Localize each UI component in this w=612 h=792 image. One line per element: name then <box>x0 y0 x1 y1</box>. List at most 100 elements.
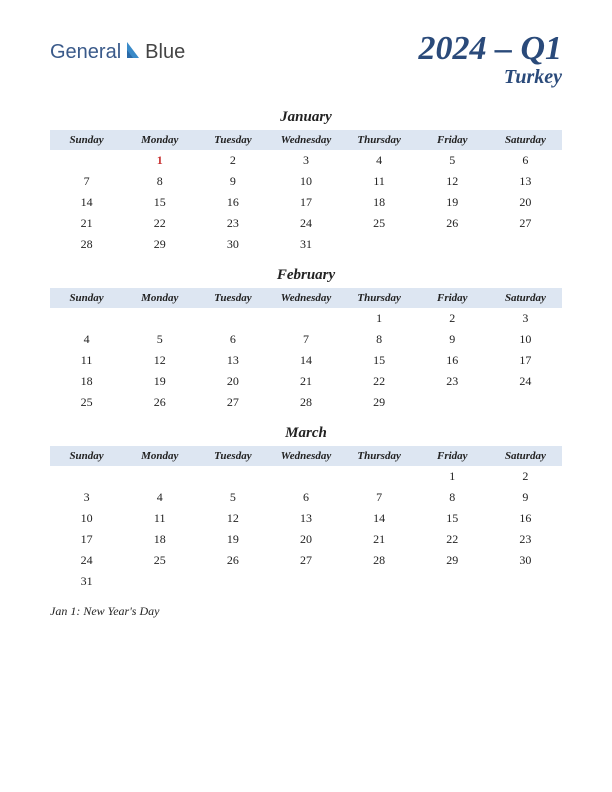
calendar-cell: 19 <box>416 192 489 213</box>
calendar-cell: 5 <box>416 150 489 171</box>
calendar-cell: 12 <box>123 350 196 371</box>
calendar-cell: 11 <box>50 350 123 371</box>
calendar-cell <box>123 308 196 329</box>
day-header: Monday <box>123 130 196 150</box>
day-header: Thursday <box>343 446 416 466</box>
calendar-row: 31 <box>50 571 562 592</box>
day-header: Sunday <box>50 288 123 308</box>
month-block: January SundayMondayTuesdayWednesdayThurs… <box>50 109 562 255</box>
calendar-cell: 30 <box>196 234 269 255</box>
calendar-cell: 16 <box>489 508 562 529</box>
day-header: Tuesday <box>196 288 269 308</box>
title-sub: Turkey <box>418 66 562 89</box>
calendars-container: JanuarySundayMondayTuesdayWednesdayThurs… <box>50 109 562 592</box>
day-header: Friday <box>416 130 489 150</box>
calendar-cell: 19 <box>123 371 196 392</box>
day-header: Thursday <box>343 130 416 150</box>
calendar-cell: 18 <box>343 192 416 213</box>
calendar-cell: 13 <box>489 171 562 192</box>
calendar-row: 12 <box>50 466 562 487</box>
calendar-row: 123456 <box>50 150 562 171</box>
calendar-cell <box>489 234 562 255</box>
calendar-table: SundayMondayTuesdayWednesdayThursdayFrid… <box>50 288 562 413</box>
calendar-cell: 27 <box>269 550 342 571</box>
day-header: Thursday <box>343 288 416 308</box>
calendar-row: 28293031 <box>50 234 562 255</box>
day-header: Saturday <box>489 130 562 150</box>
calendar-cell: 29 <box>343 392 416 413</box>
calendar-cell: 10 <box>50 508 123 529</box>
calendar-cell: 24 <box>50 550 123 571</box>
calendar-row: 78910111213 <box>50 171 562 192</box>
calendar-cell: 29 <box>416 550 489 571</box>
calendar-cell: 20 <box>196 371 269 392</box>
calendar-cell: 9 <box>489 487 562 508</box>
calendar-cell: 12 <box>196 508 269 529</box>
calendar-cell: 1 <box>416 466 489 487</box>
day-header: Wednesday <box>269 446 342 466</box>
calendar-cell <box>123 466 196 487</box>
month-name: March <box>50 425 562 442</box>
calendar-row: 24252627282930 <box>50 550 562 571</box>
day-header: Tuesday <box>196 446 269 466</box>
holiday-notes: Jan 1: New Year's Day <box>50 604 562 619</box>
month-block: FebruarySundayMondayTuesdayWednesdayThur… <box>50 267 562 413</box>
calendar-cell: 8 <box>416 487 489 508</box>
calendar-cell: 24 <box>269 213 342 234</box>
calendar-cell: 22 <box>123 213 196 234</box>
calendar-cell: 26 <box>123 392 196 413</box>
calendar-cell: 11 <box>123 508 196 529</box>
calendar-cell: 22 <box>416 529 489 550</box>
calendar-cell: 2 <box>416 308 489 329</box>
calendar-cell <box>123 571 196 592</box>
calendar-cell: 7 <box>269 329 342 350</box>
calendar-cell: 13 <box>196 350 269 371</box>
calendar-cell: 27 <box>196 392 269 413</box>
calendar-cell: 4 <box>123 487 196 508</box>
calendar-cell: 4 <box>343 150 416 171</box>
calendar-cell: 10 <box>489 329 562 350</box>
title-block: 2024 – Q1 Turkey <box>418 30 562 89</box>
calendar-cell: 21 <box>343 529 416 550</box>
calendar-cell: 1 <box>343 308 416 329</box>
title-main: 2024 – Q1 <box>418 30 562 68</box>
calendar-cell: 8 <box>343 329 416 350</box>
calendar-cell: 25 <box>50 392 123 413</box>
day-header: Monday <box>123 288 196 308</box>
calendar-table: SundayMondayTuesdayWednesdayThursdayFrid… <box>50 446 562 592</box>
calendar-cell: 26 <box>416 213 489 234</box>
logo: General Blue <box>50 40 185 65</box>
calendar-cell <box>196 466 269 487</box>
calendar-cell: 6 <box>196 329 269 350</box>
calendar-cell: 14 <box>343 508 416 529</box>
calendar-cell: 30 <box>489 550 562 571</box>
calendar-cell: 3 <box>50 487 123 508</box>
calendar-cell <box>196 571 269 592</box>
month-block: March SundayMondayTuesdayWednesdayThursda… <box>50 425 562 592</box>
calendar-cell: 23 <box>196 213 269 234</box>
calendar-cell: 6 <box>269 487 342 508</box>
calendar-cell: 18 <box>123 529 196 550</box>
calendar-table: SundayMondayTuesdayWednesdayThursdayFrid… <box>50 130 562 255</box>
calendar-row: 2526272829 <box>50 392 562 413</box>
calendar-cell <box>269 571 342 592</box>
calendar-cell: 2 <box>489 466 562 487</box>
calendar-cell: 10 <box>269 171 342 192</box>
month-name: January <box>50 109 562 126</box>
day-header: Monday <box>123 446 196 466</box>
calendar-cell: 24 <box>489 371 562 392</box>
day-header: Saturday <box>489 446 562 466</box>
calendar-cell: 21 <box>269 371 342 392</box>
calendar-cell: 17 <box>489 350 562 371</box>
calendar-cell <box>196 308 269 329</box>
calendar-cell: 15 <box>416 508 489 529</box>
calendar-cell: 16 <box>416 350 489 371</box>
day-header: Wednesday <box>269 130 342 150</box>
calendar-cell <box>343 234 416 255</box>
calendar-cell: 19 <box>196 529 269 550</box>
calendar-cell <box>50 308 123 329</box>
calendar-cell: 22 <box>343 371 416 392</box>
calendar-cell: 31 <box>50 571 123 592</box>
calendar-cell <box>343 571 416 592</box>
calendar-cell: 11 <box>343 171 416 192</box>
